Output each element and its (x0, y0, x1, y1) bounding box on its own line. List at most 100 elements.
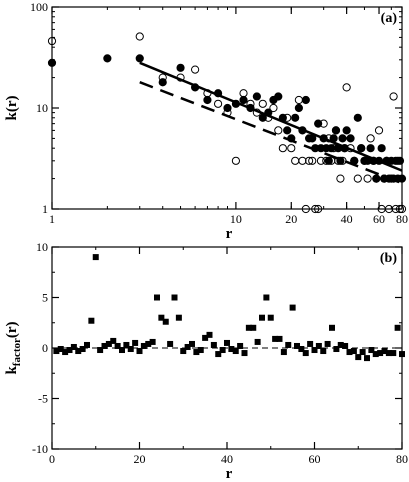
panel-a-point-filled (377, 144, 386, 153)
panel-a-point-filled (103, 54, 112, 63)
panel-a-point-filled (294, 103, 303, 113)
panel-a-point-open (311, 204, 320, 214)
panel-a-point-open (342, 83, 351, 92)
panel-b-point-square (140, 342, 147, 349)
panel-a-y-tick-label: 1 (42, 202, 48, 216)
panel-b-point-square (215, 351, 222, 358)
panel-b-point-square (97, 347, 104, 354)
panel-b-point-square (154, 294, 160, 301)
panel-b-point-square (210, 341, 217, 348)
panel-b-point-square (302, 350, 309, 357)
panel-a-point-open (158, 73, 167, 82)
panel-b-point-square (232, 348, 239, 355)
panel-b-y-tick-label: 5 (42, 291, 48, 305)
panel-a-y-tick-label: 10 (36, 101, 48, 115)
panel-b-point-square (75, 348, 82, 355)
panel-b: 0 20 40 60 80 -10 -5 0 5 10 (b) r kfactor(r) (4, 240, 408, 482)
panel-a-point-filled (239, 95, 248, 105)
panel-a-point-filled (274, 92, 283, 101)
panel-a-point-filled (252, 92, 261, 101)
panel-b-point-square (171, 294, 178, 301)
panel-a-point-open (338, 156, 347, 165)
panel-b-point-square (324, 340, 331, 347)
panel-a-x-tick-label: 10 (230, 212, 242, 226)
panel-a-y-axis-label: k(r) (4, 96, 20, 121)
panel-a-point-open (258, 99, 267, 108)
panel-b-point-square (298, 346, 305, 353)
panel-a-point-filled (47, 58, 57, 67)
panel-b-point-square (127, 346, 134, 353)
panel-b-point-square (311, 347, 318, 354)
panel-b-point-square (372, 351, 379, 358)
panel-b-point-square (105, 340, 112, 347)
panel-b-point-square (333, 346, 340, 353)
panel-b-point-square (184, 343, 191, 350)
panel-b-point-square (280, 349, 287, 356)
panel-b-point-square (337, 341, 344, 348)
panel-b-point-square (390, 350, 397, 357)
panel-b-point-square (385, 350, 392, 357)
panel-a-point-open (336, 174, 345, 183)
panel-a-point-open (372, 174, 381, 183)
panel-a-point-open (327, 156, 336, 165)
panel-b-marks (52, 254, 405, 362)
panel-a-point-open (331, 126, 341, 135)
panel-b-y-axis-label-suffix: (r) (4, 321, 20, 338)
panel-a-point-filled (366, 144, 375, 153)
panel-b-point-square (132, 339, 139, 346)
panel-b-point-square (149, 338, 156, 345)
panel-b-point-square (145, 340, 152, 347)
panel-b-point-square (329, 324, 335, 331)
panel-a-point-open (274, 126, 283, 135)
panel-b-point-square (202, 334, 209, 341)
panel-b-point-square (272, 335, 279, 342)
panel-a-point-open (308, 156, 317, 165)
panel-a-x-tick-label: 1 (49, 212, 55, 226)
panel-a-point-filled (336, 156, 345, 165)
panel-a-point-open (389, 92, 398, 101)
panel-b-point-square (355, 354, 362, 361)
panel-b-point-square (342, 342, 349, 349)
panel-b-point-square (350, 348, 357, 355)
panel-b-point-square (88, 317, 95, 324)
panel-b-y-axis-label: kfactor(r) (4, 321, 23, 374)
panel-a-point-open (283, 113, 292, 122)
panel-a-point-filled (301, 95, 310, 105)
panel-b-y-tick-label: 10 (36, 240, 48, 254)
panel-b-x-tick-label: 60 (309, 452, 321, 466)
panel-a-label: (a) (381, 11, 398, 26)
panel-a-point-open (353, 174, 362, 183)
panel-b-point-square (394, 324, 401, 331)
panel-b-point-square (307, 340, 314, 347)
panel-a-point-filled (283, 126, 292, 135)
panel-a-point-filled (135, 54, 144, 63)
panel-b-point-square (346, 349, 353, 356)
panel-a-marks (47, 32, 407, 214)
panel-a-point-filled (203, 95, 212, 105)
panel-a-point-open (357, 144, 366, 153)
panel-a-point-open (294, 95, 303, 105)
panel-b-point-square (381, 348, 388, 355)
panel-a-point-open (366, 134, 375, 143)
panel-b-point-square (359, 349, 366, 356)
panel-b-point-square (66, 347, 73, 354)
panel-b-point-square (224, 339, 230, 346)
panel-a-point-open (278, 144, 287, 153)
panel-b-point-square (364, 355, 370, 362)
panel-b-point-square (294, 342, 300, 349)
panel-b-point-square (399, 351, 405, 358)
panel-b-y-tick-label: 0 (42, 341, 48, 355)
panel-a-point-open (231, 156, 241, 165)
panel-a: 1 10 20 40 60 80 1 10 100 (a) r k(r) (4, 0, 408, 242)
panel-a-fit-line-solid (139, 61, 403, 172)
panel-b-point-square (167, 340, 174, 347)
panel-b-y-axis-label-main: k (4, 366, 20, 375)
panel-b-point-square (237, 342, 244, 349)
panel-a-x-tick-label: 20 (285, 212, 297, 226)
panel-b-point-square (368, 347, 375, 354)
panel-b-point-square (377, 350, 384, 357)
panel-a-point-filled (353, 113, 362, 122)
panel-a-point-filled (176, 63, 185, 72)
panel-b-label: (b) (380, 251, 397, 266)
